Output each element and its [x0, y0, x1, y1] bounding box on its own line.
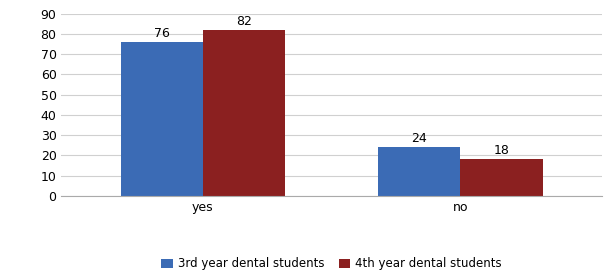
Legend: 3rd year dental students, 4th year dental students: 3rd year dental students, 4th year denta… — [157, 253, 507, 272]
Text: 82: 82 — [236, 15, 252, 28]
Bar — [120, 42, 203, 196]
Text: 24: 24 — [411, 132, 427, 145]
Text: 76: 76 — [154, 27, 169, 40]
Bar — [460, 159, 543, 196]
Bar — [378, 147, 460, 196]
Text: 18: 18 — [494, 144, 509, 157]
Bar — [203, 30, 286, 196]
